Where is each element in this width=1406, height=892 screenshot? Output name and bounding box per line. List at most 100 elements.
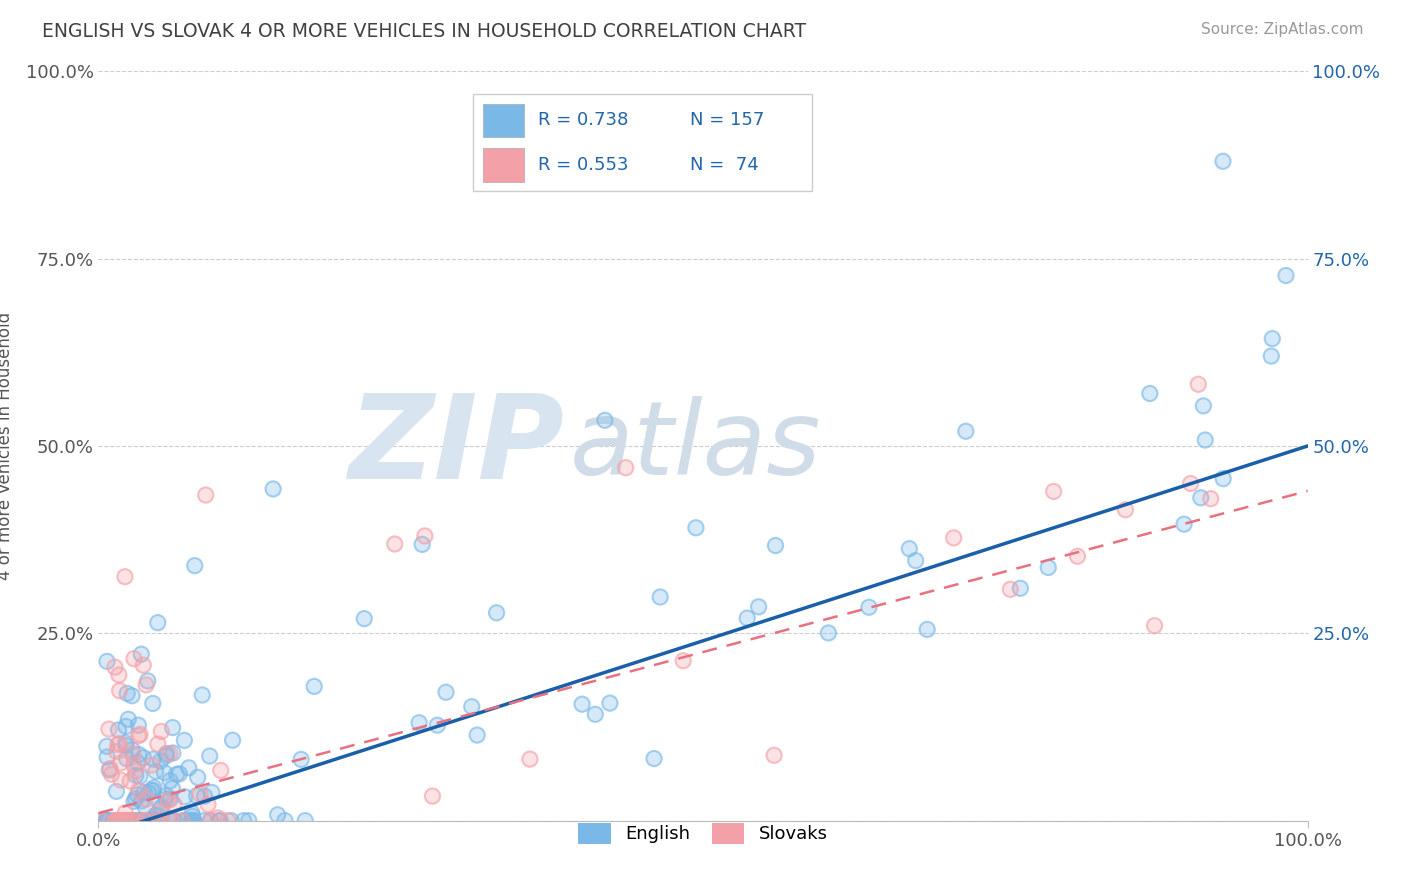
Point: [122, 651, 145, 665]
Point: [97, 722, 120, 736]
Point: [170, 814, 193, 828]
Point: [114, 805, 136, 820]
Point: [124, 764, 146, 779]
Point: [1261, 332, 1284, 346]
Point: [121, 747, 143, 761]
Point: [193, 814, 215, 828]
Point: [104, 814, 127, 828]
Point: [132, 750, 155, 764]
Point: [108, 814, 131, 828]
Point: [105, 784, 128, 798]
Point: [128, 729, 150, 743]
Point: [142, 752, 165, 766]
Point: [128, 784, 150, 798]
Point: [162, 746, 184, 760]
Point: [643, 751, 665, 765]
Point: [353, 612, 375, 626]
Point: [1000, 582, 1022, 597]
Point: [763, 748, 786, 763]
Point: [139, 814, 162, 828]
Point: [1199, 491, 1222, 506]
Point: [114, 814, 136, 828]
Point: [134, 814, 156, 828]
Point: [162, 746, 184, 760]
Point: [173, 789, 195, 804]
Point: [191, 688, 214, 702]
Point: [118, 814, 141, 828]
Point: [124, 764, 146, 779]
Point: [1042, 484, 1064, 499]
Point: [181, 814, 204, 828]
Point: [173, 814, 195, 828]
Point: [593, 413, 616, 427]
Point: [115, 814, 138, 828]
Point: [748, 599, 770, 614]
Point: [114, 570, 136, 584]
Point: [1192, 399, 1215, 413]
Point: [110, 756, 132, 770]
Point: [434, 685, 457, 699]
Point: [100, 767, 122, 781]
Point: [134, 814, 156, 828]
Point: [105, 814, 128, 828]
Point: [1038, 560, 1060, 574]
Point: [107, 814, 129, 828]
Point: [159, 814, 181, 828]
Point: [238, 814, 260, 828]
Point: [115, 814, 138, 828]
Point: [384, 537, 406, 551]
Point: [181, 814, 204, 828]
Point: [188, 787, 211, 801]
Point: [207, 811, 229, 825]
Point: [145, 764, 167, 779]
Point: [149, 754, 172, 768]
Point: [143, 780, 166, 795]
Point: [207, 811, 229, 825]
Point: [955, 424, 977, 438]
Point: [128, 814, 150, 828]
Point: [128, 747, 150, 762]
Point: [110, 756, 132, 770]
Point: [1194, 433, 1216, 447]
Point: [160, 814, 183, 828]
Point: [461, 699, 484, 714]
Point: [105, 745, 128, 759]
Point: [155, 789, 177, 803]
Point: [160, 814, 183, 828]
Point: [1260, 349, 1282, 363]
Point: [1212, 472, 1234, 486]
Point: [173, 733, 195, 747]
Point: [183, 814, 205, 828]
Point: [125, 768, 148, 782]
Legend: English, Slovaks: English, Slovaks: [569, 814, 837, 853]
Text: Source: ZipAtlas.com: Source: ZipAtlas.com: [1201, 22, 1364, 37]
Point: [107, 814, 129, 828]
Point: [219, 814, 242, 828]
Point: [599, 696, 621, 710]
Point: [125, 814, 148, 828]
Point: [97, 814, 120, 828]
Point: [858, 600, 880, 615]
Point: [1114, 502, 1136, 516]
Point: [149, 814, 172, 828]
Point: [107, 738, 129, 752]
Point: [122, 757, 145, 772]
Point: [955, 424, 977, 438]
Point: [143, 808, 166, 822]
Point: [197, 797, 219, 812]
Point: [1042, 484, 1064, 499]
Point: [643, 751, 665, 765]
Point: [166, 767, 188, 781]
Point: [114, 814, 136, 828]
Point: [108, 736, 131, 750]
Point: [426, 718, 449, 732]
Point: [519, 752, 541, 766]
Point: [149, 814, 172, 828]
Point: [198, 749, 221, 764]
Point: [194, 789, 217, 804]
Point: [114, 736, 136, 750]
Point: [650, 590, 672, 604]
Point: [105, 814, 128, 828]
Point: [1189, 491, 1212, 505]
Point: [159, 814, 181, 828]
